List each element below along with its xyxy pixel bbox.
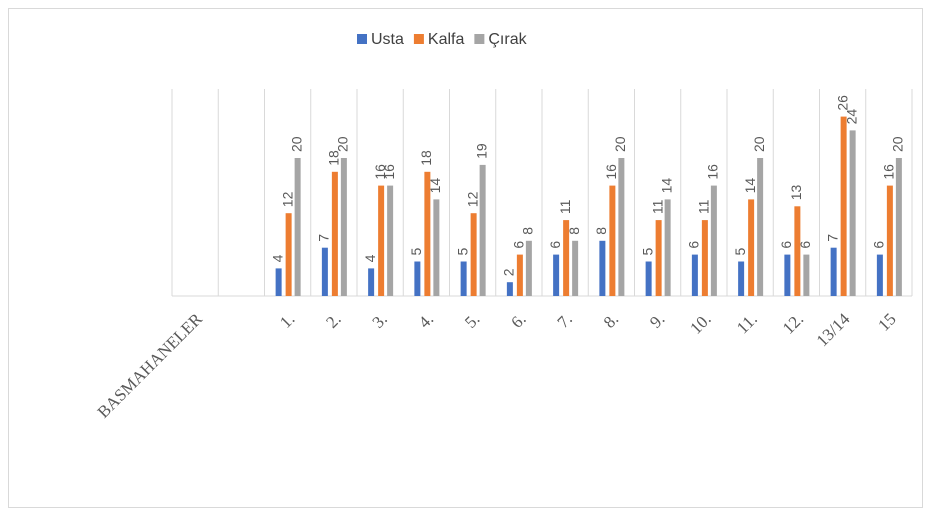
data-label: 6 [778, 241, 794, 249]
bar [895, 158, 902, 296]
bar [433, 199, 440, 296]
data-label: 20 [890, 136, 906, 152]
data-label: 2 [501, 268, 517, 276]
bar [506, 282, 513, 296]
data-label: 14 [427, 178, 443, 194]
bar [553, 254, 560, 296]
data-label: 8 [593, 227, 609, 235]
data-label: 16 [372, 164, 388, 180]
bar [275, 268, 282, 296]
bar [618, 158, 625, 296]
data-label: 13 [788, 185, 804, 201]
data-label: 20 [612, 136, 628, 152]
bar [645, 261, 652, 296]
data-label: 5 [639, 248, 655, 256]
data-label: 16 [381, 164, 397, 180]
bar [321, 247, 328, 296]
data-label: 16 [603, 164, 619, 180]
legend-swatch [474, 34, 485, 44]
data-label: 14 [742, 178, 758, 194]
data-label: 6 [797, 241, 813, 249]
data-label: 4 [362, 254, 378, 262]
bar [748, 199, 755, 296]
legend-swatch [357, 34, 367, 44]
data-label: 12 [464, 191, 480, 207]
bar [886, 185, 893, 296]
data-label: 8 [566, 227, 582, 235]
bar [599, 240, 606, 296]
bar [784, 254, 791, 296]
data-label: 6 [871, 241, 887, 249]
bar [368, 268, 375, 296]
bar [830, 247, 837, 296]
bar [331, 171, 338, 296]
legend-label: Usta [371, 31, 404, 48]
bar [803, 254, 810, 296]
data-label: 4 [269, 254, 285, 262]
data-label: 20 [751, 136, 767, 152]
bar [340, 158, 347, 296]
bar [701, 220, 708, 296]
data-label: 20 [335, 136, 351, 152]
data-label: 16 [881, 164, 897, 180]
data-label: 12 [279, 191, 295, 207]
legend-label: Çırak [488, 31, 527, 48]
bar [479, 164, 486, 296]
bar [609, 185, 616, 296]
bar [876, 254, 883, 296]
data-label: 14 [658, 178, 674, 194]
bar [294, 158, 301, 296]
bar [849, 130, 856, 296]
legend-swatch [413, 34, 424, 44]
bar [460, 261, 467, 296]
data-label: 6 [547, 241, 563, 249]
data-label: 20 [288, 136, 304, 152]
data-label: 7 [824, 234, 840, 242]
data-label: 19 [473, 143, 489, 159]
chart-border [8, 8, 923, 508]
data-label: 5 [454, 248, 470, 256]
bar [757, 158, 764, 296]
data-label: 11 [649, 199, 665, 214]
data-label: 18 [326, 150, 342, 166]
bar [572, 240, 579, 296]
data-label: 24 [843, 109, 859, 125]
bar [414, 261, 421, 296]
bar [710, 185, 717, 296]
bar [387, 185, 394, 296]
legend-label: Kalfa [428, 31, 465, 48]
bar [794, 206, 801, 296]
data-label: 18 [418, 150, 434, 166]
data-label: 5 [408, 248, 424, 256]
data-label: 16 [705, 164, 721, 180]
data-label: 6 [511, 241, 527, 249]
data-label: 6 [686, 241, 702, 249]
bar [285, 213, 292, 296]
bar [424, 171, 431, 296]
bar [470, 213, 477, 296]
bar [516, 254, 523, 296]
bar [691, 254, 698, 296]
bar [664, 199, 671, 296]
data-label: 26 [834, 95, 850, 111]
bar [738, 261, 745, 296]
data-label: 11 [696, 199, 712, 214]
data-label: 5 [732, 248, 748, 256]
data-label: 8 [520, 227, 536, 235]
bar [563, 220, 570, 296]
bar [655, 220, 662, 296]
bar [378, 185, 385, 296]
data-label: 7 [316, 234, 332, 242]
data-label: 11 [557, 199, 573, 214]
bar [525, 240, 532, 296]
bar [840, 116, 847, 296]
